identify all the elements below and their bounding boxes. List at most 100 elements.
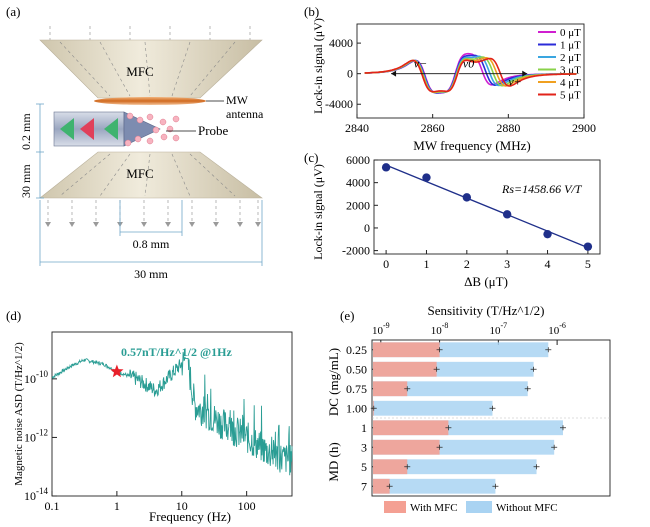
b-legend-label: 3 μT: [560, 65, 581, 77]
b-legend-label: 4 μT: [560, 77, 581, 89]
b-ytick-label: -4000: [325, 97, 353, 111]
b-ytick-label: 0: [347, 67, 353, 81]
c-data-point: [381, 163, 391, 172]
d-star-icon: [110, 364, 124, 378]
b-legend-label: 0 μT: [560, 27, 581, 39]
c-ytick-label: 4000: [346, 176, 370, 190]
e-bar-without-mfc: [373, 381, 528, 397]
dimension-lines: [36, 103, 263, 266]
panel-d-ylabel: Magnetic noise ASD (T/Hz^1/2): [13, 342, 25, 486]
e-bar-without-mfc: [373, 400, 493, 416]
e-xtick-label: 10-7: [490, 321, 508, 337]
e-category-label: 3: [361, 440, 367, 454]
c-xtick-label: 4: [545, 257, 551, 271]
c-xtick-label: 1: [423, 257, 429, 271]
e-category-label: 1: [361, 421, 367, 435]
legend-without-mfc-swatch: [466, 501, 492, 513]
b-series-line: [364, 54, 577, 94]
b-legend-label: 1 μT: [560, 40, 581, 52]
b-annot-nu-minus: ν−: [414, 57, 427, 71]
b-ytick-label: 4000: [329, 36, 353, 50]
b-arrow-head-icon: [522, 70, 528, 77]
e-bar-without-mfc: [373, 439, 555, 455]
e-bar-with-mfc: [373, 459, 408, 475]
c-data-point: [422, 173, 431, 182]
e-frame: [371, 339, 611, 497]
panel-d-xlabel: Frequency (Hz): [149, 509, 231, 524]
b-series-line: [364, 55, 577, 94]
e-bar-with-mfc: [373, 342, 440, 358]
d-frame: [51, 331, 293, 497]
c-xtick-label: 0: [383, 257, 389, 271]
c-data-point: [583, 242, 593, 251]
b-series-line: [364, 57, 577, 93]
panel-e-group-dc: DC (mg/mL): [326, 348, 341, 416]
panel-d-annotation: 0.57nT/Hz^1/2 @1Hz: [121, 345, 232, 359]
legend-with-mfc-swatch: [384, 501, 406, 513]
d-noise-trace: [51, 351, 293, 476]
e-category-label: 1.00: [346, 401, 367, 415]
d-xtick-label: 0.1: [45, 499, 60, 513]
field-lines-top: [49, 26, 251, 40]
panel-b-xlabel: MW frequency (MHz): [413, 138, 530, 153]
mw-antenna: [94, 97, 206, 105]
e-bar-without-mfc: [373, 342, 549, 358]
e-bar-without-mfc: [373, 361, 534, 377]
b-annot-nu-plus: ν+: [508, 75, 521, 89]
mfc-bottom-label: MFC: [126, 166, 153, 181]
e-bar-without-mfc: [373, 478, 496, 494]
d-ytick-label: 10-10: [24, 369, 48, 386]
e-bar-without-mfc: [373, 459, 537, 475]
b-legend-label: 5 μT: [560, 90, 581, 102]
panel-c-ylabel: Lock-in signal (μV): [311, 164, 325, 260]
b-xtick-label: 2840: [345, 121, 369, 135]
antenna-label-2: antenna: [226, 107, 264, 121]
panel-e-label: (e): [340, 308, 354, 323]
b-xtick-label: 2880: [496, 121, 520, 135]
b-arrow-head-icon: [391, 70, 397, 77]
e-xtick-label: 10-6: [548, 321, 566, 337]
dim-height: 30 mm: [19, 164, 33, 198]
b-frame: [356, 23, 585, 119]
panel-d-label: (d): [6, 308, 21, 323]
mfc-top-cone: [39, 39, 263, 99]
c-data-point: [502, 210, 512, 219]
panel-e-group-md: MD (h): [326, 442, 341, 481]
probe-tip: [123, 111, 161, 147]
laser-arrow-icon: [60, 118, 74, 140]
e-category-label: 5: [361, 460, 367, 474]
antenna-label-1: MW: [226, 93, 249, 107]
e-category-label: 7: [361, 479, 367, 493]
c-ytick-label: -2000: [342, 244, 370, 258]
e-xtick-label: 10-8: [431, 321, 449, 337]
field-lines-bottom: [47, 200, 259, 224]
b-annot-nu-zero: ν0: [463, 57, 474, 71]
dim-width: 30 mm: [134, 267, 168, 281]
legend-with-mfc: With MFC: [410, 502, 458, 514]
b-series-line: [364, 57, 577, 93]
c-data-point: [462, 193, 472, 202]
legend-without-mfc: Without MFC: [496, 502, 558, 514]
e-bar-without-mfc: [373, 420, 563, 436]
c-fit-line: [385, 164, 589, 249]
panel-c-xlabel: ΔB (μT): [464, 274, 508, 289]
e-bar-with-mfc: [373, 478, 390, 494]
c-data-point: [543, 229, 552, 239]
b-xtick-label: 2900: [572, 121, 596, 135]
mfc-top-label: MFC: [126, 64, 153, 79]
c-ytick-label: 2000: [346, 198, 370, 212]
panel-c-label: (c): [304, 150, 318, 165]
d-xtick-label: 10: [176, 499, 188, 513]
e-xtick-label: 10-9: [372, 321, 390, 337]
c-ytick-label: 0: [364, 221, 370, 235]
c-xtick-label: 5: [585, 257, 591, 271]
c-xtick-label: 3: [504, 257, 510, 271]
c-ytick-label: 6000: [346, 153, 370, 167]
c-xtick-label: 2: [464, 257, 470, 271]
e-bar-with-mfc: [373, 400, 374, 416]
b-series-line: [364, 52, 577, 94]
